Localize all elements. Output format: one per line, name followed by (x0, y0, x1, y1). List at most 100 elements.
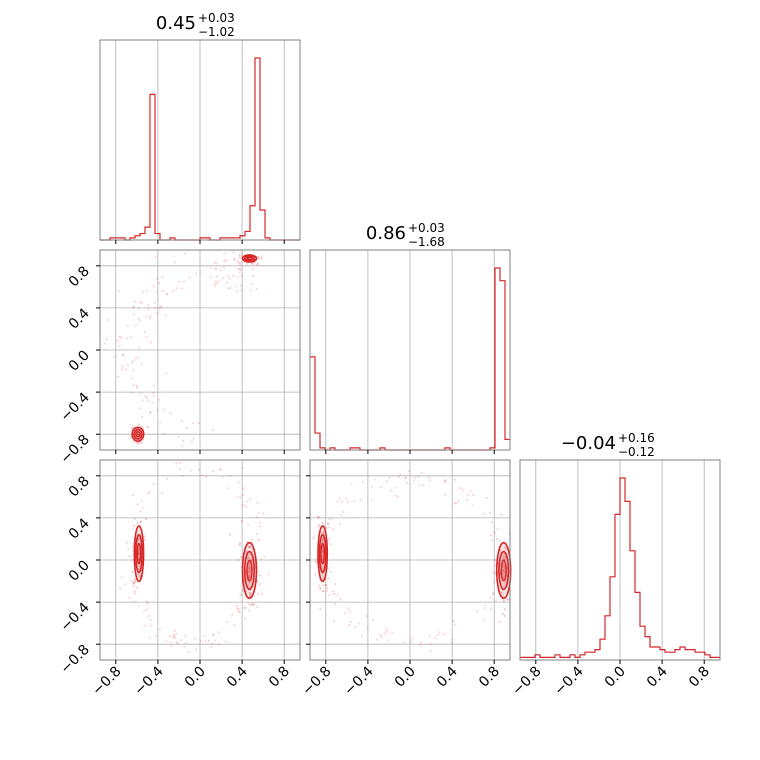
scatter-point (260, 592, 263, 595)
scatter-point (333, 583, 337, 586)
scatter-point (249, 592, 252, 595)
scatter-point (244, 505, 248, 508)
scatter-point (133, 589, 136, 593)
scatter-point (339, 598, 342, 601)
scatter-point (340, 514, 343, 517)
scatter-point (258, 583, 261, 586)
scatter-point (366, 626, 369, 629)
scatter-point (258, 538, 261, 541)
scatter-point (138, 346, 141, 349)
scatter-point (224, 259, 227, 262)
scatter-point (149, 411, 152, 414)
scatter-point (199, 271, 202, 274)
scatter-point (131, 570, 134, 574)
scatter-point (222, 277, 225, 280)
scatter-point (146, 602, 149, 605)
scatter-point (217, 643, 220, 647)
scatter-point (325, 526, 328, 529)
scatter-point (159, 421, 162, 424)
scatter-point (175, 632, 178, 636)
density-contour-mid (134, 533, 143, 574)
scatter-point (314, 573, 317, 576)
scatter-point (238, 262, 242, 266)
scatter-point (165, 314, 168, 317)
y-tick-label: 0.4 (66, 305, 93, 332)
scatter-point (248, 545, 251, 548)
scatter-point (327, 522, 330, 526)
scatter-point (489, 596, 493, 599)
scatter-point (250, 262, 253, 265)
scatter-point (321, 590, 324, 593)
density-contour-inner (246, 256, 253, 261)
scatter-point (409, 636, 412, 639)
scatter-point (438, 631, 441, 634)
scatter-point (180, 419, 183, 423)
scatter-point (146, 492, 149, 495)
scatter-point (107, 318, 110, 322)
scatter-point (148, 491, 151, 494)
scatter-point (213, 261, 216, 264)
scatter-point (138, 407, 141, 410)
scatter-point (483, 604, 486, 607)
scatter-point (260, 257, 263, 260)
scatter-point (360, 634, 363, 637)
scatter-point (238, 544, 241, 547)
scatter-point (135, 441, 138, 445)
scatter-point (370, 499, 373, 502)
scatter-point (223, 266, 226, 269)
scatter-point (134, 577, 137, 581)
histogram-panel-1 (99, 39, 301, 244)
x-tick-label: −0.4 (551, 663, 586, 698)
scatter-point (240, 556, 243, 559)
scatter-point (226, 275, 230, 278)
scatter-point (121, 354, 125, 357)
scatter-point (503, 608, 507, 611)
scatter-point (120, 368, 124, 371)
scatter-point (173, 629, 176, 632)
scatter-point (218, 279, 221, 282)
param-title-plus: +0.03 (408, 221, 445, 235)
scatter-point (245, 540, 249, 544)
scatter-point (459, 487, 462, 490)
scatter-point (379, 486, 382, 489)
scatter-point (239, 593, 242, 596)
scatter-point (118, 344, 121, 347)
scatter-point (244, 595, 247, 598)
scatter-point (334, 602, 337, 606)
scatter-point (386, 630, 389, 633)
y-tick-label: 0.8 (66, 473, 93, 500)
scatter-point (333, 592, 336, 596)
scatter-point (236, 268, 240, 271)
scatter-point (428, 479, 432, 482)
scatter-point (495, 537, 498, 541)
x-tick-label: 0.4 (224, 663, 251, 690)
scatter-point (135, 386, 139, 389)
scatter-point (500, 513, 503, 517)
scatter-point (165, 477, 169, 481)
scatter-point (178, 280, 181, 283)
scatter-point (172, 636, 175, 639)
scatter-point (143, 535, 146, 538)
scatter-point (232, 274, 235, 277)
scatter-point (212, 633, 215, 637)
scatter-point (144, 518, 148, 521)
scatter-point (407, 470, 411, 473)
scatter-point (472, 493, 475, 497)
param-title-minus: −0.12 (618, 445, 655, 459)
scatter-point (450, 641, 454, 644)
scatter-point (158, 307, 161, 310)
scatter-point (436, 634, 440, 637)
density-contour-inner (136, 542, 142, 565)
scatter-point (350, 620, 353, 624)
scatter-point (164, 640, 168, 643)
scatter-point (137, 558, 140, 561)
scatter-point (103, 342, 106, 345)
x-tick-label: −0.4 (131, 663, 166, 698)
scatter-point (211, 470, 215, 473)
scatter-point (242, 487, 245, 490)
y-tick-label: −0.4 (57, 390, 92, 425)
scatter-point (145, 396, 148, 400)
scatter-point (375, 638, 378, 641)
scatter-point (160, 492, 163, 495)
scatter-panel-1-2: −0.8 −0.4 0.0 0.4 0.8 (57, 249, 301, 467)
